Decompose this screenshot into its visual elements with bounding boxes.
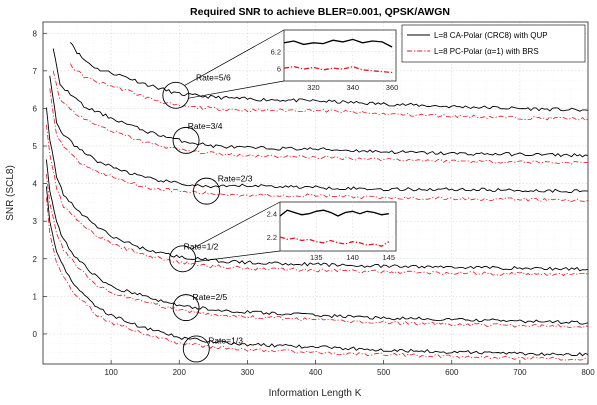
inset-connector xyxy=(187,80,285,99)
inset-x-tick-label: 140 xyxy=(346,253,359,262)
inset-x-tick-label: 320 xyxy=(307,83,320,92)
x-tick-label: 700 xyxy=(513,368,527,377)
highlight-circle xyxy=(182,335,210,363)
inset-series-line xyxy=(283,65,393,74)
y-axis-label: SNR (SCL8) xyxy=(5,165,16,221)
inset-y-tick-label: 6.2 xyxy=(271,47,281,56)
series-line xyxy=(69,42,589,112)
x-tick-label: 100 xyxy=(104,368,118,377)
rate-label: Rate=1/3 xyxy=(208,335,243,345)
series-line xyxy=(46,124,589,277)
series-line xyxy=(45,186,589,357)
inset-frame xyxy=(279,201,397,252)
x-tick-label: 400 xyxy=(309,368,323,377)
y-tick-label: 6 xyxy=(33,104,38,113)
x-tick-label: 600 xyxy=(445,368,459,377)
x-tick-label: 200 xyxy=(173,368,187,377)
series-line xyxy=(45,107,589,272)
inset-series-line xyxy=(279,209,389,217)
y-tick-label: 8 xyxy=(33,29,38,38)
series-line xyxy=(52,48,589,158)
series-line xyxy=(52,70,589,165)
insets: 320 340 360 6 6.2 135 140 145 2.2 2.4 xyxy=(184,29,399,263)
series-line xyxy=(46,197,589,361)
x-tick-label: 800 xyxy=(581,368,595,377)
inset-y-tick-label: 6 xyxy=(277,64,281,73)
inset-connector xyxy=(184,29,285,86)
highlight-circle xyxy=(169,245,197,273)
inset-connector xyxy=(191,201,281,250)
legend-box xyxy=(401,24,586,63)
y-tick-label: 1 xyxy=(33,292,38,301)
y-tick-label: 0 xyxy=(33,330,38,339)
rate-label: Rate=2/5 xyxy=(193,292,228,302)
inset-y-tick-label: 2.2 xyxy=(267,233,277,242)
rate-label: Rate=5/6 xyxy=(196,72,231,82)
inset-x-tick-label: 340 xyxy=(347,83,360,92)
y-tick-label: 3 xyxy=(33,217,38,226)
x-tick-label: 500 xyxy=(377,368,391,377)
legend: L=8 CA-Polar (CRC8) with QUP L=8 PC-Pola… xyxy=(401,24,586,63)
highlight-circle xyxy=(172,294,200,322)
y-tick-label: 2 xyxy=(33,255,38,264)
series-line xyxy=(49,88,589,203)
highlight-circle xyxy=(172,126,200,154)
inset-frame xyxy=(283,29,397,82)
inset-x-tick-label: 360 xyxy=(386,83,399,92)
chart-title: Required SNR to achieve BLER=0.001, QPSK… xyxy=(190,6,450,18)
legend-label-2: L=8 PC-Polar (α=1) with BRS xyxy=(434,47,539,56)
rate-label: Rate=1/2 xyxy=(184,241,219,251)
inset-series-line xyxy=(279,236,390,248)
y-tick-label: 4 xyxy=(33,180,38,189)
y-tick-label: 7 xyxy=(33,67,38,76)
series-line xyxy=(49,75,589,193)
x-tick-label: 300 xyxy=(241,368,255,377)
rate-label: Rate=2/3 xyxy=(218,174,253,184)
inset-x-tick-label: 145 xyxy=(382,253,395,262)
inset-x-tick-label: 135 xyxy=(310,253,323,262)
series-lines xyxy=(45,42,589,361)
rate-label: Rate=3/4 xyxy=(188,121,223,131)
inset-connector xyxy=(194,250,281,263)
series-line xyxy=(45,159,589,325)
axis-ticks: 100 200 300 400 500 600 700 800 0 1 2 3 4 5 6 7 8 xyxy=(33,29,596,377)
inset-series-line xyxy=(283,38,393,48)
inset-y-tick-label: 2.4 xyxy=(267,210,277,219)
highlight-circle xyxy=(193,177,220,205)
x-axis-label: Information Length K xyxy=(269,388,362,399)
y-tick-label: 5 xyxy=(33,142,38,151)
legend-label-1: L=8 CA-Polar (CRC8) with QUP xyxy=(434,31,548,40)
series-line xyxy=(69,63,589,121)
series-line xyxy=(46,173,589,329)
annotations: Rate=5/6 Rate=3/4 Rate=2/3 Rate=1/2 Rate=2/5… xyxy=(162,72,253,363)
highlight-circle xyxy=(162,81,190,109)
